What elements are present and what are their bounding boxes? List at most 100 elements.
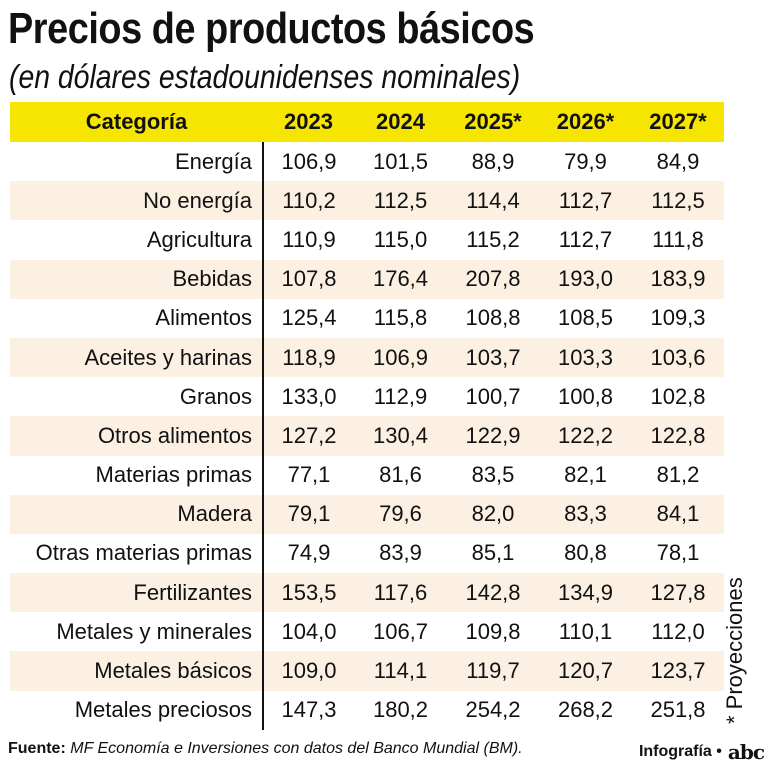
row-value: 183,9	[632, 259, 724, 299]
table-row: Agricultura 110,9 115,0 115,2 112,7 111,8	[10, 220, 724, 260]
row-category: Metales y minerales	[10, 612, 264, 652]
row-value: 147,3	[281, 697, 337, 723]
row-value: 268,2	[557, 697, 614, 723]
row-value: 111,8	[652, 226, 704, 252]
row-value: 108,5	[557, 305, 614, 331]
row-value: 112,7	[539, 181, 632, 221]
row-value: 193,0	[539, 259, 632, 299]
row-value: 114,4	[447, 181, 539, 221]
header-year: 2026*	[539, 102, 632, 142]
row-value: 125,4	[281, 305, 337, 331]
row-value: 133,0	[281, 383, 337, 409]
row-value: 106,9	[281, 148, 337, 174]
header-year: 2024	[354, 102, 447, 142]
table-header-row: Categoría 2023 2024 2025* 2026* 2027*	[10, 102, 724, 142]
row-category: Granos	[10, 377, 264, 417]
row-value: 114,1	[354, 651, 447, 691]
row-value: 84,9	[656, 148, 700, 174]
row-value: 207,8	[447, 259, 539, 299]
row-value: 101,5	[372, 148, 429, 174]
row-value: 180,2	[372, 697, 429, 723]
row-value: 78,1	[656, 540, 700, 566]
row-value: 122,8	[632, 416, 724, 456]
row-category: No energía	[10, 181, 264, 221]
row-value: 85,1	[471, 540, 515, 566]
row-value: 176,4	[354, 259, 447, 299]
abc-logo: abc	[727, 740, 765, 764]
table-row: Otras materias primas 74,9 83,9 85,1 80,8 78,…	[10, 533, 724, 574]
header-year: 2023	[263, 102, 354, 142]
projections-note: * Proyecciones	[722, 577, 747, 724]
row-value: 134,9	[539, 573, 632, 613]
row-value: 109,3	[650, 305, 706, 331]
row-value: 77,1	[287, 462, 331, 488]
table-row: Granos 133,0 112,9 100,7 100,8 102,8	[10, 377, 724, 417]
row-value: 107,8	[263, 259, 354, 299]
row-value: 110,9	[282, 226, 336, 252]
table-row: Metales y minerales 104,0 106,7 109,8 110,1 1…	[10, 612, 724, 652]
row-value: 115,8	[373, 305, 428, 331]
row-value: 108,8	[465, 305, 521, 331]
prices-table: Categoría 2023 2024 2025* 2026* 2027* Energía…	[10, 102, 724, 730]
row-category: Aceites y harinas	[10, 337, 264, 378]
row-value: 109,8	[465, 618, 521, 644]
credit-text: Infografía •	[638, 743, 722, 760]
source-text: MF Economía e Inversiones con datos del …	[70, 740, 523, 757]
table-row: Fertilizantes 153,5 117,6 142,8 134,9 127,8	[10, 573, 724, 613]
row-category: Bebidas	[10, 259, 264, 299]
row-value: 88,9	[471, 148, 515, 174]
row-category: Energía	[10, 142, 264, 182]
row-value: 102,8	[650, 383, 706, 409]
row-category: Madera	[10, 494, 264, 534]
row-value: 84,1	[632, 494, 724, 534]
row-value: 100,7	[465, 383, 521, 409]
table-row: Energía 106,9 101,5 88,9 79,9 84,9	[10, 142, 724, 182]
row-value: 122,9	[447, 416, 539, 456]
row-category: Otras materias primas	[10, 533, 264, 574]
row-value: 119,7	[447, 651, 539, 691]
row-value: 127,2	[263, 416, 354, 456]
row-value: 79,9	[564, 148, 607, 174]
row-value: 103,6	[632, 337, 724, 378]
row-value: 115,2	[466, 226, 520, 252]
row-value: 115,0	[373, 226, 428, 252]
row-value: 112,0	[651, 618, 705, 644]
row-category: Materias primas	[10, 455, 264, 495]
row-category: Metales preciosos	[10, 690, 264, 730]
row-value: 110,2	[263, 181, 354, 221]
chart-subtitle: (en dólares estadounidenses nominales)	[9, 58, 521, 95]
source-label: Fuente:	[8, 740, 66, 757]
table-row: Metales básicos 109,0 114,1 119,7 120,7 123,7	[10, 651, 724, 691]
row-category: Otros alimentos	[10, 416, 264, 456]
row-value: 112,5	[354, 181, 447, 221]
row-value: 74,9	[287, 540, 331, 566]
chart-title: Precios de productos básicos	[8, 4, 535, 53]
row-value: 130,4	[354, 416, 447, 456]
row-value: 112,5	[632, 181, 724, 221]
row-value: 254,2	[465, 697, 521, 723]
row-value: 80,8	[564, 540, 607, 566]
table-row: Bebidas 107,8 176,4 207,8 193,0 183,9	[10, 259, 724, 299]
row-category: Alimentos	[10, 298, 264, 338]
row-value: 123,7	[632, 651, 724, 691]
row-value: 83,9	[379, 540, 422, 566]
row-value: 82,0	[447, 494, 539, 534]
row-value: 153,5	[263, 573, 354, 613]
row-category: Metales básicos	[10, 651, 264, 691]
table-row: No energía 110,2 112,5 114,4 112,7 112,5	[10, 181, 724, 221]
row-value: 81,2	[656, 462, 700, 488]
row-value: 100,8	[557, 383, 614, 409]
row-value: 106,7	[372, 618, 429, 644]
row-value: 103,7	[447, 337, 539, 378]
row-value: 112,7	[558, 226, 613, 252]
table-row: Otros alimentos 127,2 130,4 122,9 122,2 122,8	[10, 416, 724, 456]
row-value: 251,8	[650, 697, 706, 723]
row-value: 109,0	[263, 651, 354, 691]
source-footer: Fuente: MF Economía e Inversiones con da…	[8, 740, 523, 758]
table-row: Alimentos 125,4 115,8 108,8 108,5 109,3	[10, 298, 724, 338]
row-value: 83,3	[539, 494, 632, 534]
row-value: 103,3	[539, 337, 632, 378]
row-value: 117,6	[354, 573, 447, 613]
row-value: 79,1	[263, 494, 354, 534]
row-value: 110,1	[558, 618, 613, 644]
